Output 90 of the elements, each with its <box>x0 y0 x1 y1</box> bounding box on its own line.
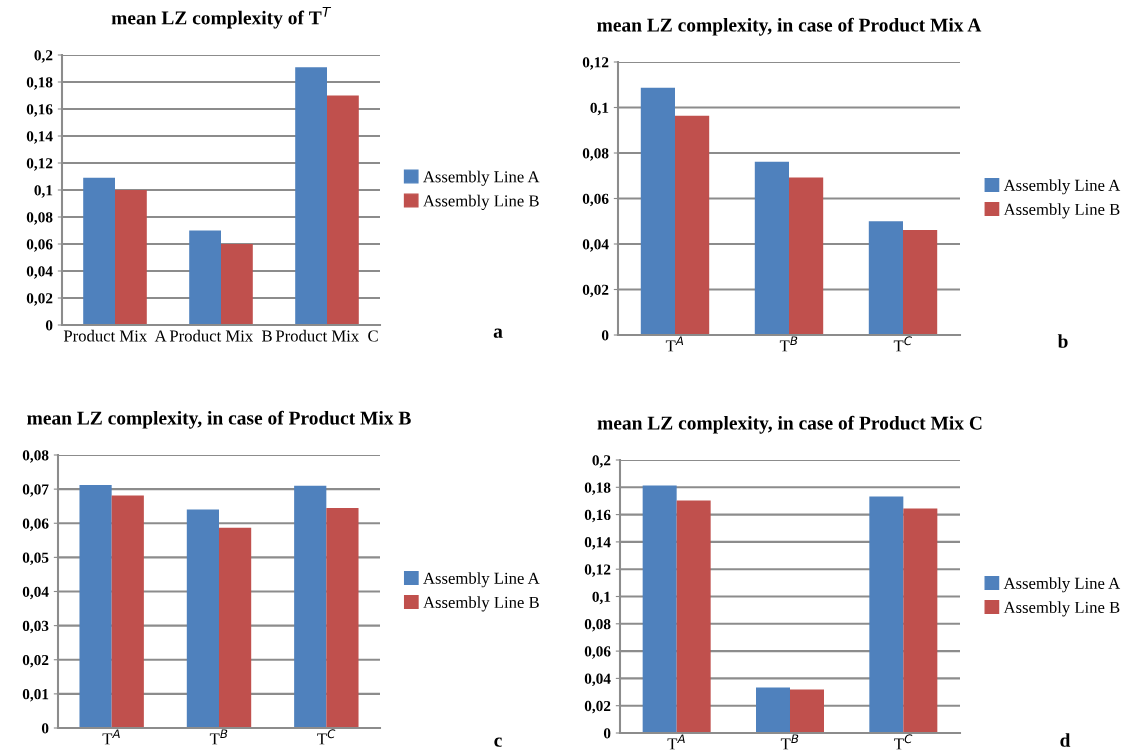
y-tick-label: 0,14 <box>26 131 53 144</box>
chart-title: mean LZ complexity of T$^{T}$ <box>111 6 332 29</box>
legend-label: Assembly Line B <box>1003 601 1120 617</box>
chart-title: mean LZ complexity, in case of Product Mix A <box>597 17 982 36</box>
bar <box>219 527 252 728</box>
x-tick-label: Product Mix A <box>63 329 167 342</box>
x-tick-label: Product Mix C <box>275 329 378 342</box>
bar <box>79 485 112 728</box>
bar <box>903 508 938 733</box>
bar <box>294 485 327 728</box>
bar <box>789 177 824 335</box>
y-tick-label: 0,02 <box>582 284 609 298</box>
y-tick-label: 0,03 <box>22 620 49 634</box>
y-tick-label: 0,08 <box>584 618 611 632</box>
bar <box>83 177 115 325</box>
x-tick-label: T$^{B}$ <box>779 336 798 352</box>
bar <box>903 230 938 335</box>
y-tick-label: 0,04 <box>26 266 53 279</box>
y-tick-label: 0,08 <box>22 450 49 463</box>
y-tick-label: 0,02 <box>26 293 53 306</box>
text: d <box>1060 733 1071 747</box>
y-tick-label: 0 <box>41 723 49 734</box>
y-tick-label: 0,1 <box>590 102 609 116</box>
legend-label: Assembly Line A <box>1003 577 1121 593</box>
bar <box>186 509 219 728</box>
y-tick-label: 0,04 <box>582 239 609 252</box>
bar <box>295 67 327 325</box>
x-tick-label: T$^{A}$ <box>665 336 684 352</box>
x-tick-label: T$^{C}$ <box>893 336 912 352</box>
y-tick-label: 0,12 <box>584 564 611 577</box>
y-tick-label: 0,2 <box>592 455 611 468</box>
y-tick-label: 0 <box>601 330 609 341</box>
text: c <box>494 737 502 747</box>
bar <box>221 244 253 325</box>
y-tick-label: 0,01 <box>22 689 49 702</box>
chart-title: mean LZ complexity, in case of Product Mix B <box>27 410 411 429</box>
y-tick-label: 0,18 <box>26 77 53 90</box>
x-tick-label: T$^{C}$ <box>894 734 913 750</box>
y-tick-label: 0,04 <box>22 586 49 600</box>
bar <box>642 485 677 733</box>
bar <box>756 687 790 733</box>
y-tick-label: 0,16 <box>584 509 611 523</box>
x-tick-label: T$^{B}$ <box>780 734 799 750</box>
bar <box>326 507 359 728</box>
legend-label: Assembly Line A <box>1003 179 1121 195</box>
bar <box>111 495 144 728</box>
y-tick-label: 0,04 <box>584 673 611 687</box>
y-tick-label: 0,12 <box>582 57 609 70</box>
y-tick-label: 0,06 <box>26 239 53 252</box>
legend-label: Assembly Line A <box>423 572 540 588</box>
y-tick-label: 0,14 <box>584 537 611 550</box>
chart-title: mean LZ complexity, in case of Product Mix C <box>597 415 982 434</box>
legend-label: Assembly Line B <box>423 194 539 210</box>
legend-label: Assembly Line B <box>1003 203 1120 219</box>
y-tick-label: 0,02 <box>584 700 611 714</box>
y-tick-label: 0,06 <box>582 193 609 207</box>
y-tick-label: 0,06 <box>22 518 49 531</box>
text: b <box>1057 334 1068 348</box>
legend-label: Assembly Line B <box>423 596 539 612</box>
y-tick-label: 0,07 <box>22 484 49 497</box>
y-tick-label: 0,12 <box>26 158 53 171</box>
bar <box>754 161 789 335</box>
y-tick-label: 0,02 <box>22 654 49 668</box>
bar <box>189 230 221 325</box>
bar <box>327 95 359 325</box>
bar <box>869 496 904 733</box>
bar <box>640 87 675 335</box>
y-tick-label: 0,08 <box>26 212 53 225</box>
bar <box>676 500 711 733</box>
y-tick-label: 0 <box>45 320 53 331</box>
bar <box>868 221 903 335</box>
legend-label: Assembly Line A <box>423 170 540 186</box>
y-tick-label: 0,2 <box>34 50 53 63</box>
y-tick-label: 0,1 <box>592 591 611 605</box>
bar <box>115 190 147 325</box>
y-tick-label: 0,18 <box>584 482 611 495</box>
y-tick-label: 0,08 <box>582 148 609 161</box>
y-tick-label: 0,16 <box>26 104 53 117</box>
x-tick-label: T$^{B}$ <box>209 729 228 745</box>
y-tick-label: 0 <box>603 728 611 739</box>
x-tick-label: Product Mix B <box>169 329 272 342</box>
text: a <box>493 328 503 338</box>
bar <box>675 115 710 335</box>
y-tick-label: 0,1 <box>34 185 53 198</box>
y-tick-label: 0,05 <box>22 552 49 566</box>
bar <box>790 689 824 733</box>
y-tick-label: 0,06 <box>584 646 611 659</box>
x-tick-label: T$^{A}$ <box>102 729 120 745</box>
x-tick-label: T$^{A}$ <box>667 734 685 750</box>
x-tick-label: T$^{C}$ <box>317 729 336 745</box>
